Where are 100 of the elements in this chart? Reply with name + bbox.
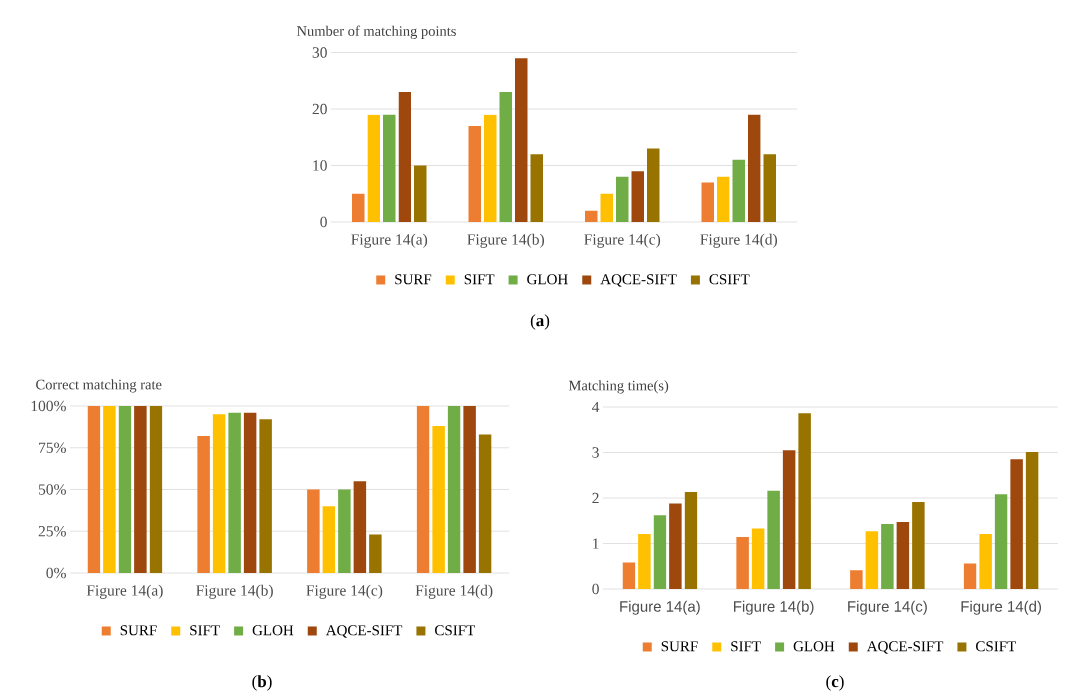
legend-label: SURF [120,625,157,636]
bar [622,562,636,589]
legend-label: SIFT [464,274,495,285]
bar [484,114,497,222]
bar [447,405,461,573]
y-tick-label: 1 [593,538,599,549]
bar [243,412,257,573]
y-axis-title: Correct matching rate [36,379,162,393]
bar [912,502,925,589]
bar [103,405,116,573]
bar [701,182,714,222]
bar [416,405,430,573]
y-tick-label: 30 [312,47,327,58]
bar [228,412,241,573]
bar [717,176,730,222]
y-tick-label: 4 [592,401,600,413]
legend-label: CSIFT [709,274,750,285]
bar [197,436,210,573]
bar [763,154,776,222]
bar [307,489,320,573]
y-tick-label: 0 [320,216,327,228]
bar [736,537,749,589]
bar [353,481,367,573]
x-tick-label: Figure 14(a) [620,600,700,615]
bar [782,450,796,589]
y-tick-label: 0% [46,567,66,579]
legend-label: AQCE-SIFT [325,625,403,638]
x-tick-label: Figure 14(a) [86,584,163,599]
bar [1010,459,1023,589]
bar [631,171,644,222]
bar [149,405,163,573]
bar [647,148,660,222]
legend-label: GLOH [252,625,294,636]
x-tick-label: Figure 14(d) [700,233,778,248]
bar [979,533,992,589]
bar [432,426,445,573]
bar [118,405,132,573]
bar [767,490,780,589]
bar [259,419,272,573]
bar [994,494,1008,589]
x-tick-label: Figure 14(b) [734,600,814,615]
legend-label: SURF [395,274,432,285]
bar [653,515,667,589]
x-tick-label: Figure 14(b) [467,233,545,248]
bar [398,92,411,222]
bar [896,522,910,589]
y-tick-label: 0 [592,583,599,595]
bar [212,414,226,573]
bar [338,489,351,573]
bar [369,534,382,573]
bar [322,506,336,573]
bar [865,531,879,589]
y-axis-title: Matching time(s) [568,380,669,394]
bar [798,413,811,589]
y-tick-label: 2 [592,492,599,504]
bar [530,154,543,222]
bar [600,193,613,222]
legend-label: SIFT [731,641,761,652]
x-tick-label: Figure 14(c) [848,600,927,615]
bar [881,523,894,589]
bar [367,114,381,222]
legend-label: CSIFT [976,641,1017,652]
y-tick-label: 50% [38,484,66,495]
y-tick-label: 20 [312,103,327,115]
legend-label: GLOH [527,274,568,285]
bar [732,159,745,222]
bar [1025,452,1039,589]
x-tick-label: Figure 14(c) [306,584,383,599]
bar [414,165,427,222]
y-axis-title: Number of matching points [296,25,456,39]
text: (c) [826,675,844,691]
text: (a) [530,314,550,330]
bar [963,563,977,589]
y-tick-label: 100% [31,400,66,412]
bar [515,58,528,222]
x-tick-label: Figure 14(d) [415,584,493,599]
bar [352,193,365,222]
bar [684,492,698,589]
x-tick-label: Figure 14(a) [351,233,428,248]
text: (b) [252,675,272,691]
bar [585,210,598,222]
bar [499,92,512,222]
bar [468,125,481,222]
x-tick-label: Figure 14(d) [961,600,1042,615]
bar [134,405,147,573]
bar [850,570,863,589]
bar [748,114,761,222]
bar [638,533,651,589]
bar [463,405,476,573]
legend-label: AQCE-SIFT [600,274,677,287]
legend-label: SURF [661,641,698,652]
bar [616,176,629,222]
y-tick-label: 10 [313,160,327,171]
x-tick-label: Figure 14(b) [196,584,273,599]
bar [383,114,396,222]
legend-label: AQCE-SIFT [866,641,944,654]
bar [478,434,492,573]
bar [669,503,682,589]
bar [751,528,765,589]
x-tick-label: Figure 14(c) [584,233,661,248]
